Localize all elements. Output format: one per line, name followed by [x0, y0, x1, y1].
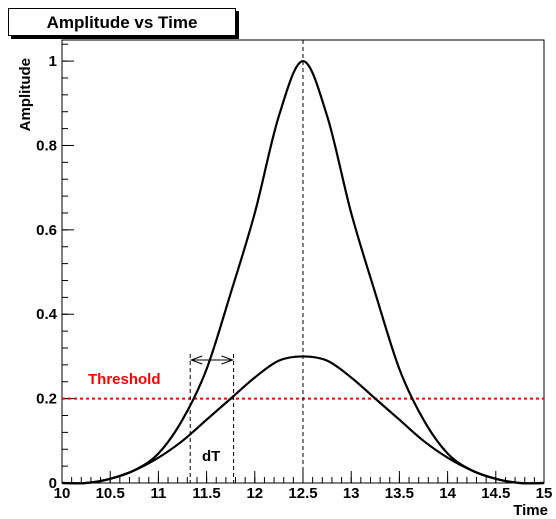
x-tick-label: 11.5 [192, 485, 220, 502]
y-tick-label: 0 [49, 475, 57, 492]
x-tick-label: 15 [536, 485, 553, 502]
y-tick-label: 0.6 [36, 222, 57, 239]
x-tick-label: 10.5 [96, 485, 125, 502]
x-tick-label: 14.5 [481, 485, 510, 502]
y-axis-label: Amplitude [17, 58, 34, 131]
y-tick-label: 0.4 [36, 306, 58, 323]
x-tick-label: 12 [246, 485, 263, 502]
y-tick-label: 0.8 [36, 137, 57, 154]
x-tick-label: 14 [439, 485, 456, 502]
series-line-small-pulse [61, 355, 545, 485]
x-tick-label: 11 [150, 485, 166, 502]
x-tick-label: 13 [343, 485, 360, 502]
chart-title: Amplitude vs Time [8, 8, 236, 36]
series-line-large-pulse [61, 59, 545, 485]
x-tick-label: 12.5 [288, 485, 317, 502]
x-tick-label: 10 [54, 485, 71, 502]
dt-arrow-head-left [189, 355, 203, 365]
y-tick-label: 0.2 [36, 391, 57, 408]
x-axis-label: Time [513, 502, 548, 519]
threshold-label: Threshold [88, 371, 161, 388]
dt-label: dT [202, 448, 220, 465]
y-tick-label: 1 [49, 53, 57, 70]
dt-arrow-head-right [221, 355, 235, 365]
x-tick-label: 13.5 [385, 485, 414, 502]
